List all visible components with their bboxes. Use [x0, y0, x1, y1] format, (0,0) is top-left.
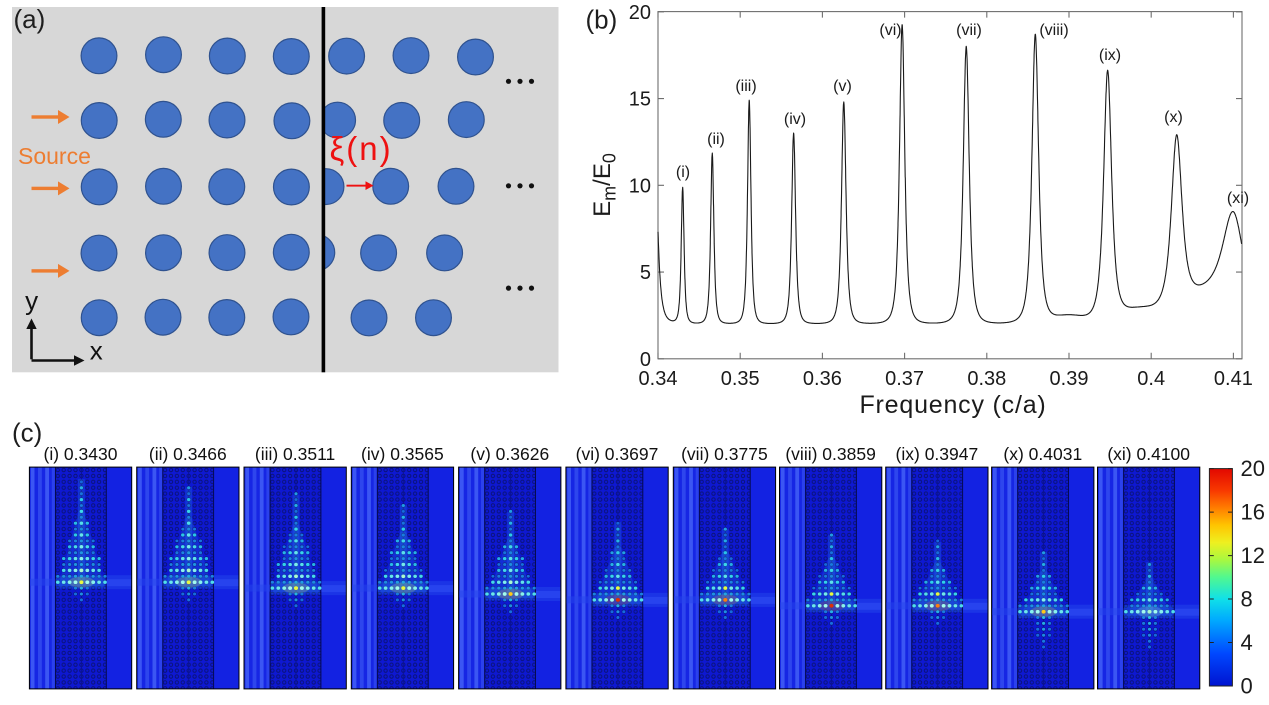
svg-text:(ix): (ix): [1099, 47, 1121, 64]
svg-text:0: 0: [1241, 674, 1253, 699]
svg-text:(a): (a): [14, 4, 46, 34]
svg-text:(v) 0.3626: (v) 0.3626: [470, 444, 549, 464]
svg-text:0.38: 0.38: [967, 368, 1006, 390]
svg-text:x: x: [90, 336, 103, 366]
svg-text:Frequency (c/a): Frequency (c/a): [859, 391, 1046, 419]
svg-text:0.41: 0.41: [1214, 368, 1253, 390]
svg-text:4: 4: [1241, 630, 1253, 655]
svg-text:(i) 0.3430: (i) 0.3430: [44, 444, 118, 464]
svg-text:(vi) 0.3697: (vi) 0.3697: [576, 444, 659, 464]
svg-text:(iv): (iv): [784, 111, 806, 128]
svg-text:8: 8: [1241, 587, 1253, 612]
svg-text:(iv) 0.3565: (iv) 0.3565: [361, 444, 444, 464]
svg-text:20: 20: [629, 2, 651, 24]
svg-text:Em/E0: Em/E0: [589, 153, 620, 217]
svg-text:(iii) 0.3511: (iii) 0.3511: [255, 444, 335, 464]
svg-text:0.36: 0.36: [803, 368, 842, 390]
svg-text:0: 0: [640, 349, 651, 371]
svg-text:(ii) 0.3466: (ii) 0.3466: [149, 444, 227, 464]
svg-text:(ii): (ii): [707, 131, 725, 148]
svg-text:16: 16: [1241, 500, 1265, 525]
svg-text:10: 10: [629, 175, 651, 197]
svg-text:(i): (i): [676, 164, 690, 181]
svg-text:(ix) 0.3947: (ix) 0.3947: [896, 444, 979, 464]
svg-text:(iii): (iii): [735, 78, 756, 95]
svg-text:ξ(n): ξ(n): [330, 130, 393, 167]
svg-text:y: y: [25, 286, 38, 316]
svg-text:0.37: 0.37: [885, 368, 924, 390]
svg-text:(c): (c): [12, 418, 42, 448]
svg-text:(vii) 0.3775: (vii) 0.3775: [681, 444, 768, 464]
svg-text:(vii): (vii): [956, 22, 982, 39]
svg-text:(v): (v): [833, 78, 852, 95]
svg-text:20: 20: [1241, 456, 1265, 481]
svg-text:(vi): (vi): [879, 22, 901, 39]
svg-text:(x): (x): [1164, 109, 1183, 126]
svg-text:(viii): (viii): [1039, 22, 1068, 39]
svg-text:12: 12: [1241, 543, 1265, 568]
svg-text:(xi) 0.4100: (xi) 0.4100: [1107, 444, 1190, 464]
svg-text:(xi): (xi): [1227, 190, 1249, 207]
svg-text:(b): (b): [586, 5, 618, 35]
svg-text:Source: Source: [18, 143, 91, 169]
svg-text:5: 5: [640, 262, 651, 284]
svg-text:(viii) 0.3859: (viii) 0.3859: [785, 444, 875, 464]
svg-text:15: 15: [629, 89, 651, 111]
svg-text:0.35: 0.35: [721, 368, 760, 390]
svg-text:0.4: 0.4: [1137, 368, 1165, 390]
svg-text:0.34: 0.34: [639, 368, 678, 390]
svg-text:(x) 0.4031: (x) 0.4031: [1003, 444, 1082, 464]
svg-text:0.39: 0.39: [1050, 368, 1089, 390]
